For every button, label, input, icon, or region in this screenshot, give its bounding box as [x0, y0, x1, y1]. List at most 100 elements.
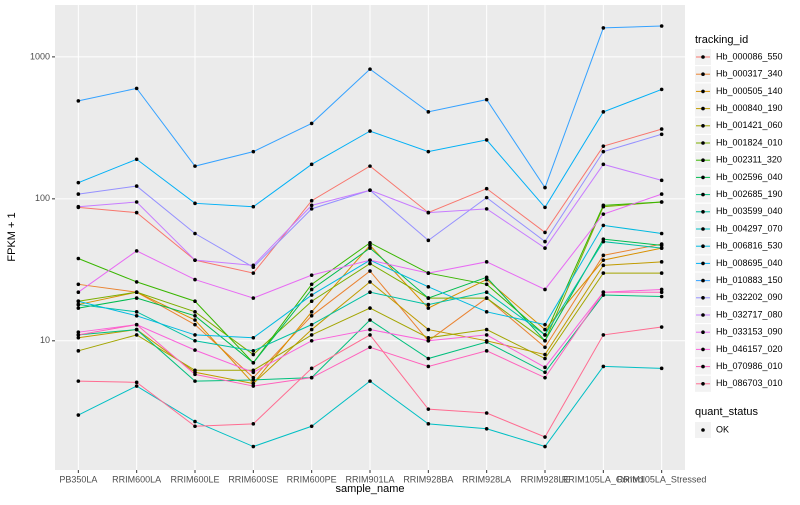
- data-point: [193, 372, 197, 377]
- data-point: [543, 322, 547, 327]
- data-point: [76, 180, 81, 185]
- data-point: [134, 327, 139, 332]
- shape-legend-title: quant_status: [695, 406, 758, 418]
- data-point: [309, 273, 314, 277]
- legend-point: [701, 313, 705, 317]
- legend-label: Hb_000086_550: [716, 51, 783, 61]
- data-point: [309, 299, 314, 304]
- data-point: [309, 207, 314, 211]
- data-point: [251, 296, 256, 300]
- data-point: [251, 352, 256, 357]
- x-tick-label: RRIM928LA: [462, 474, 511, 484]
- data-point: [368, 261, 372, 266]
- data-point: [426, 149, 431, 154]
- legend-point: [701, 261, 705, 266]
- legend-label: Hb_008695_040: [716, 258, 783, 268]
- y-tick-label: 10: [40, 335, 50, 345]
- data-point: [76, 333, 81, 337]
- data-point: [543, 444, 547, 449]
- data-point: [76, 330, 81, 334]
- legend-point: [701, 175, 705, 180]
- data-point: [368, 246, 372, 250]
- data-point: [601, 253, 606, 258]
- legend-title: tracking_id: [695, 34, 748, 46]
- data-point: [193, 322, 197, 327]
- data-point: [426, 210, 431, 215]
- data-point: [484, 333, 489, 337]
- data-point: [368, 67, 372, 71]
- data-point: [76, 335, 81, 340]
- data-point: [76, 204, 81, 209]
- data-point: [251, 271, 256, 275]
- data-point: [484, 290, 489, 294]
- x-tick-label: RRIM600SE: [228, 474, 278, 484]
- data-point: [134, 384, 139, 388]
- data-point: [426, 407, 431, 411]
- data-point: [309, 198, 314, 203]
- data-point: [543, 365, 547, 370]
- data-point: [309, 310, 314, 314]
- data-point: [193, 318, 197, 322]
- data-point: [309, 121, 314, 126]
- data-point: [543, 435, 547, 439]
- data-point: [368, 280, 372, 284]
- data-point: [134, 157, 139, 162]
- data-point: [193, 201, 197, 206]
- data-point: [368, 327, 372, 332]
- data-point: [309, 314, 314, 318]
- data-point: [426, 271, 431, 275]
- data-point: [134, 200, 139, 204]
- data-point: [134, 86, 139, 91]
- data-point: [543, 333, 547, 337]
- legend-point: [701, 347, 705, 352]
- data-point: [543, 339, 547, 343]
- data-point: [484, 275, 489, 280]
- data-point: [368, 345, 372, 350]
- data-point: [134, 210, 139, 215]
- data-point: [368, 188, 372, 193]
- data-point: [659, 200, 664, 204]
- data-point: [601, 263, 606, 268]
- data-point: [659, 325, 664, 329]
- data-point: [659, 287, 664, 292]
- data-point: [484, 310, 489, 314]
- data-point: [426, 302, 431, 307]
- data-point: [484, 282, 489, 287]
- data-point: [134, 280, 139, 284]
- legend-point: [701, 364, 705, 369]
- legend-label: Hb_000505_140: [716, 86, 783, 96]
- legend-point: [701, 227, 705, 231]
- data-point: [543, 352, 547, 357]
- data-point: [251, 263, 256, 268]
- data-point: [309, 366, 314, 371]
- data-point: [309, 424, 314, 429]
- data-point: [76, 299, 81, 304]
- data-point: [76, 349, 81, 353]
- data-point: [193, 314, 197, 318]
- data-point: [76, 290, 81, 294]
- data-point: [659, 127, 664, 131]
- legend-label: Hb_004297_070: [716, 223, 783, 233]
- legend-label: Hb_001421_060: [716, 120, 783, 130]
- data-point: [659, 87, 664, 92]
- data-point: [426, 285, 431, 289]
- legend-point: [701, 244, 705, 248]
- data-point: [309, 339, 314, 343]
- data-point: [193, 277, 197, 282]
- x-tick-label: RRIM105LA_Control: [562, 474, 645, 484]
- data-point: [309, 375, 314, 380]
- data-point: [543, 230, 547, 235]
- data-point: [426, 422, 431, 426]
- data-point: [543, 287, 547, 292]
- data-point: [193, 333, 197, 337]
- data-point: [134, 310, 139, 314]
- data-point: [484, 97, 489, 102]
- x-tick-label: RRIM105LA_Stressed: [617, 474, 707, 484]
- data-point: [543, 205, 547, 210]
- data-point: [659, 290, 664, 294]
- legend-label: Hb_002311_320: [716, 155, 782, 165]
- legend-point: [701, 192, 705, 197]
- legend-label: Hb_000317_340: [716, 69, 783, 79]
- data-point: [76, 413, 81, 417]
